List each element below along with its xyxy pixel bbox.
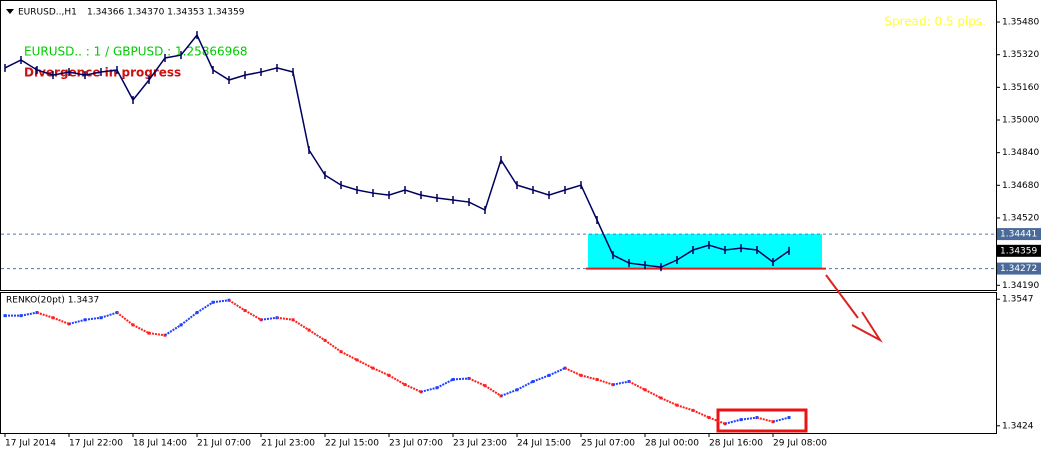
renko-segment [148, 332, 166, 337]
renko-brick [787, 416, 791, 420]
renko-segment [484, 384, 502, 397]
renko-segment [260, 316, 278, 321]
main-panel [0, 0, 997, 291]
x-tick-label: 29 Jul 08:00 [773, 439, 827, 449]
x-tick-label: 25 Jul 07:00 [581, 439, 635, 449]
renko-segment [740, 416, 758, 421]
ohlc: 1.34366 1.34370 1.34353 1.34359 [87, 8, 245, 18]
x-tick-label: 21 Jul 07:00 [197, 439, 251, 449]
renko-segment [308, 329, 326, 342]
renko-segment [756, 416, 774, 423]
level-label-bg [997, 228, 1041, 241]
y-tick-label: 1.34680 [1002, 181, 1039, 191]
level-label: 1.34272 [1000, 264, 1037, 274]
level-label: 1.34359 [1000, 246, 1037, 256]
y-tick-label: 1.34190 [1002, 281, 1039, 291]
y-tick-label: 1.35000 [1002, 116, 1039, 126]
x-tick-label: 28 Jul 00:00 [645, 439, 699, 449]
spread-note: Spread: 0.5 pips. [884, 15, 986, 29]
x-tick-label: 18 Jul 14:00 [133, 439, 187, 449]
x-tick-label: 17 Jul 22:00 [69, 439, 123, 449]
arrow [825, 274, 883, 343]
renko-segment [212, 299, 230, 304]
y-tick-label: 1.3424 [1002, 421, 1034, 431]
level-label: 1.34441 [1000, 230, 1037, 240]
renko-segment [612, 380, 630, 386]
x-tick-label: 28 Jul 16:00 [709, 439, 763, 449]
renko-segment [772, 416, 790, 423]
renko-segment [116, 311, 134, 326]
renko-segment [164, 324, 182, 337]
y-tick-label: 1.35480 [1002, 18, 1039, 28]
renko-segment [388, 374, 406, 386]
renko-segment [196, 301, 214, 314]
level-label-bg [997, 244, 1041, 257]
renko-segment [228, 299, 246, 312]
ratio-note: EURUSD.. : 1 / GBPUSD : 1.25866968 [24, 45, 248, 59]
level-label-bg [997, 262, 1041, 275]
highlight-zone [588, 234, 822, 269]
x-tick-label: 17 Jul 2014 [5, 439, 56, 449]
renko-segment [420, 386, 438, 393]
renko-segment [292, 318, 310, 331]
renko-segment [180, 311, 198, 326]
renko-segment [84, 316, 102, 321]
x-tick-label: 23 Jul 07:00 [389, 439, 443, 449]
menu-arrow [6, 9, 14, 14]
x-tick-label: 23 Jul 23:00 [453, 439, 507, 449]
renko-segment [276, 316, 294, 321]
y-tick-label: 1.3547 [1002, 295, 1034, 305]
y-tick-label: 1.35320 [1002, 50, 1039, 60]
symbol: EURUSD..,H1 [18, 8, 77, 18]
x-tick-label: 22 Jul 15:00 [325, 439, 379, 449]
renko-segment [20, 311, 38, 317]
indicator-title: RENKO(20pt) 1.3437 [6, 296, 99, 306]
renko-segment [244, 309, 262, 321]
x-tick-label: 21 Jul 23:00 [261, 439, 315, 449]
renko-segment [724, 418, 742, 425]
renko-segment [452, 377, 470, 381]
renko-panel [0, 292, 997, 434]
renko-segment [68, 318, 86, 325]
price-line [4, 33, 790, 268]
renko-segment [580, 374, 598, 381]
y-tick-label: 1.34520 [1002, 213, 1039, 223]
x-tick-label: 24 Jul 15:00 [517, 439, 571, 449]
y-tick-label: 1.34840 [1002, 148, 1039, 158]
y-tick-label: 1.35160 [1002, 83, 1039, 93]
renko-segment [324, 339, 342, 353]
